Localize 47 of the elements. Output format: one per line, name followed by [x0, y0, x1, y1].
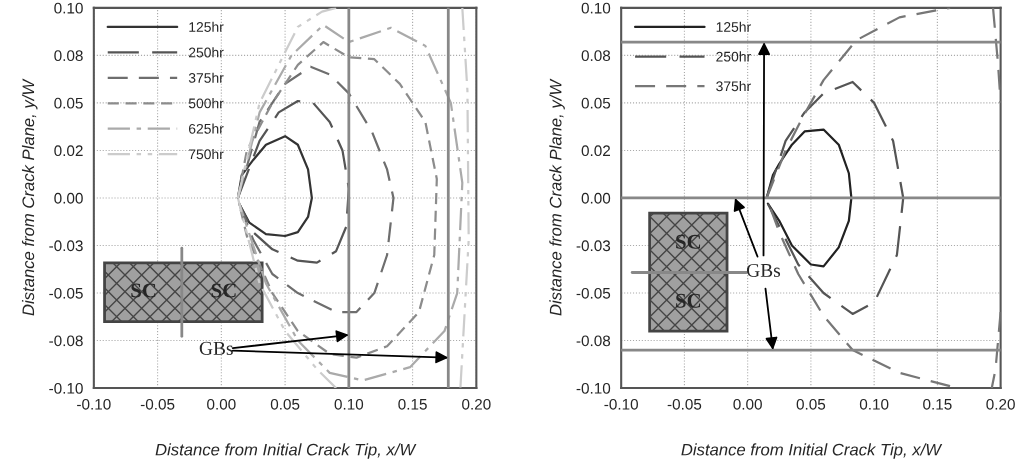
y-tick-label: 0.08: [581, 50, 611, 62]
legend-label: 375hr: [188, 72, 224, 83]
x-tick-label: 0.15: [398, 398, 427, 410]
annotation: GBs: [746, 263, 781, 277]
y-tick-label: 0.08: [54, 50, 83, 62]
x-tick-label: 0.15: [923, 398, 952, 410]
y-tick-label: -0.03: [576, 240, 611, 252]
legend-label: 375hr: [716, 80, 751, 92]
x-tick-label: -0.05: [140, 398, 175, 410]
y-tick-label: -0.08: [49, 335, 83, 347]
y-tick-label: 0.10: [581, 2, 611, 14]
y-tick-label: -0.10: [49, 382, 83, 394]
y-tick-label: 0.05: [54, 97, 83, 109]
legend-label: 625hr: [188, 123, 224, 134]
annotation: GBs: [199, 341, 233, 355]
y-axis-title: Distance from Crack Plane, y/W: [21, 78, 38, 316]
x-tick-label: 0.00: [207, 398, 236, 410]
x-axis-title: Distance from Initial Crack Tip, x/W: [681, 443, 943, 459]
x-tick-label: -0.10: [604, 398, 638, 410]
x-tick-label: 0.20: [462, 398, 491, 410]
y-tick-label: 0.02: [581, 145, 610, 157]
x-tick-label: 0.00: [733, 398, 762, 410]
y-tick-label: -0.05: [576, 287, 611, 299]
y-axis-title: Distance from Crack Plane, y/W: [549, 78, 565, 316]
y-tick-label: 0.02: [54, 145, 83, 157]
x-tick-label: -0.10: [77, 398, 111, 410]
legend-label: 500hr: [188, 98, 224, 109]
x-tick-label: 0.20: [986, 398, 1015, 410]
legend-label: 125hr: [716, 21, 751, 32]
y-tick-label: -0.10: [576, 382, 611, 394]
y-tick-label: -0.05: [49, 287, 83, 299]
legend-label: 125hr: [189, 21, 224, 32]
x-tick-label: 0.05: [270, 398, 300, 410]
legend-label: 250hr: [188, 47, 224, 58]
x-tick-label: -0.05: [667, 398, 702, 410]
y-tick-label: -0.08: [576, 335, 611, 347]
legend-label: 250hr: [716, 51, 751, 62]
x-tick-label: 0.10: [334, 398, 364, 410]
y-tick-label: -0.03: [49, 240, 83, 252]
x-axis-title: Distance from Initial Crack Tip, x/W: [155, 443, 417, 459]
x-tick-label: 0.10: [859, 398, 889, 410]
y-tick-label: 0.05: [581, 97, 611, 109]
x-tick-label: 0.05: [796, 398, 826, 410]
y-tick-label: 0.00: [54, 192, 83, 204]
y-tick-label: 0.10: [54, 2, 83, 14]
y-tick-label: 0.00: [581, 192, 611, 204]
legend-label: 750hr: [189, 148, 224, 160]
